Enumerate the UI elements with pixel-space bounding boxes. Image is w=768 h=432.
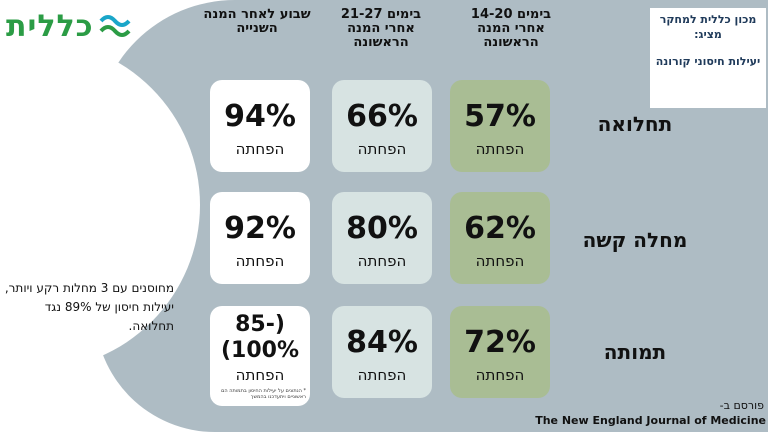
stat-value: 72% — [464, 325, 536, 360]
stat-value: 66% — [346, 99, 418, 134]
stat-value: 80% — [346, 211, 418, 246]
stat-label: הפחתה — [475, 252, 525, 270]
stat-card: 62% הפחתה — [450, 192, 550, 284]
stat-card: 57% הפחתה — [450, 80, 550, 172]
stat-value: 84% — [346, 325, 418, 360]
stat-card: 92% הפחתה — [210, 192, 310, 284]
stat-card: (85-100%) הפחתה — [210, 306, 310, 406]
stat-label: הפחתה — [475, 366, 525, 384]
logo-mark-icon — [99, 15, 131, 37]
stat-card: 80% הפחתה — [332, 192, 432, 284]
clalit-logo: כללית — [6, 6, 146, 46]
stat-label: הפחתה — [475, 140, 525, 158]
comorbidity-note: מחוסנים עם 3 מחלות רקע ויותר, יעילות חיס… — [4, 281, 174, 333]
stat-value: 92% — [224, 211, 296, 246]
stat-value: 94% — [224, 99, 296, 134]
stat-value: 57% — [464, 99, 536, 134]
stat-card: 84% הפחתה — [332, 306, 432, 398]
stat-label: הפחתה — [235, 252, 285, 270]
stat-label: הפחתה — [357, 252, 407, 270]
institute-box: מכון כללית למחקר מציג: יעילות חיסוני קור… — [650, 8, 766, 108]
stat-label: הפחתה — [235, 140, 285, 158]
stat-card: 72% הפחתה — [450, 306, 550, 398]
row-label-morbidity: תחלואה — [597, 112, 673, 136]
journal-name: The New England Journal of Medicine — [535, 414, 766, 427]
column-header-3: שבוע לאחר המנה השנייה — [203, 7, 311, 36]
stat-label: הפחתה — [357, 366, 407, 384]
published-label: פורסם ב- — [719, 399, 764, 412]
institute-subtitle: יעילות חיסוני קורונה — [655, 55, 761, 68]
institute-title: מכון כללית למחקר מציג: — [659, 13, 757, 41]
stat-card: 66% הפחתה — [332, 80, 432, 172]
footnote: * הנתונים על יעילות החיסון בתמותה הם ראש… — [221, 388, 306, 400]
row-label-severe: מחלה קשה — [582, 228, 688, 252]
column-header-1: בימים 14-20 אחרי המנה הראשונה — [470, 7, 552, 50]
stat-card: 94% הפחתה — [210, 80, 310, 172]
stat-label: הפחתה — [235, 366, 285, 384]
row-label-mortality: תמותה — [603, 340, 667, 364]
logo-text: כללית — [6, 8, 94, 44]
stat-value: (85-100%) — [220, 312, 300, 363]
stat-value: 62% — [464, 211, 536, 246]
column-header-2: בימים 21-27 אחרי המנה הראשונה — [340, 7, 422, 50]
stat-label: הפחתה — [357, 140, 407, 158]
